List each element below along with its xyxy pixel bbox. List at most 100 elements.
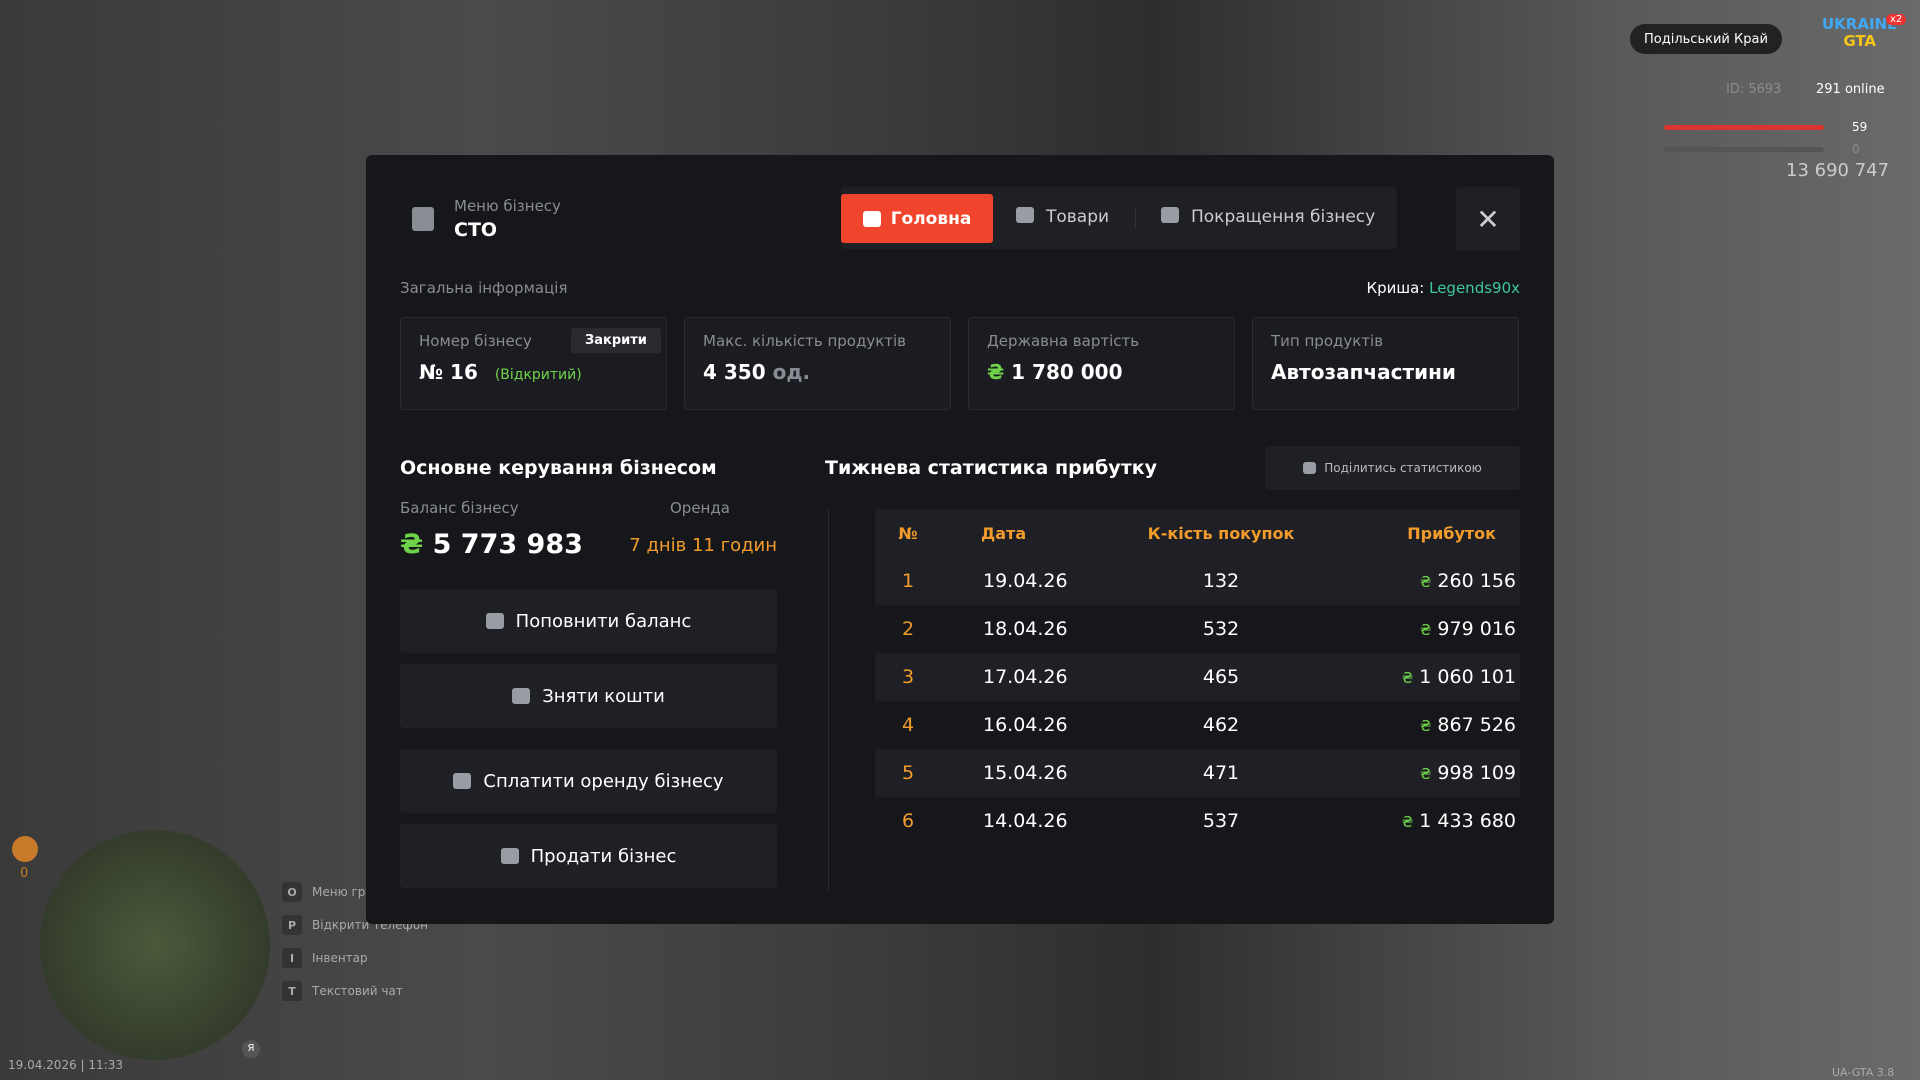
tab-label: Покращення бізнесу [1191, 207, 1376, 227]
card-value: 4 350 [703, 360, 766, 384]
card-label: Тип продуктів [1271, 332, 1384, 350]
table-header: № Дата К-кість покупок Прибуток [875, 509, 1520, 557]
health: 59 [1852, 120, 1868, 134]
currency: ₴ [1401, 669, 1414, 687]
card-label: Державна вартість [987, 332, 1140, 350]
owner: Legends90x [1429, 279, 1520, 297]
cell-date: 14.04.26 [983, 810, 1068, 832]
hint-label: Інвентар [312, 951, 368, 965]
cell-index: 6 [901, 810, 915, 832]
balance-row: ₴ 5 773 983 [400, 529, 583, 560]
balance-label: Баланс бізнесу [400, 499, 519, 517]
cell-index: 4 [901, 714, 915, 736]
hint: I Інвентар [282, 948, 368, 968]
share-label: Поділитись статистикою [1324, 461, 1482, 475]
minimap [40, 830, 270, 1060]
tab-bar: Головна Товари Покращення бізнесу [841, 187, 1397, 249]
control-title: Основне керування бізнесом [400, 457, 717, 479]
card-value: № 16 [419, 360, 478, 384]
profit: 260 156 [1437, 570, 1516, 592]
cell-index: 5 [901, 762, 915, 784]
tab[interactable]: Покращення бізнесу [1161, 207, 1375, 227]
header-cell: К-кість покупок [1147, 523, 1295, 543]
hint-label: Текстовий чат [312, 984, 403, 998]
table-row: 1 19.04.26 132 ₴ 260 156 [875, 557, 1520, 605]
table-row: 6 14.04.26 537 ₴ 1 433 680 [875, 797, 1520, 845]
action-button[interactable]: Зняти кошти [400, 664, 777, 728]
armor: 0 [1852, 142, 1860, 156]
cell-purchases: 462 [1202, 714, 1240, 736]
online: 291 online [1816, 82, 1885, 97]
button-label: Продати бізнес [530, 845, 677, 867]
cell-purchases: 465 [1202, 666, 1240, 688]
title: СТО [454, 219, 498, 241]
header-cell: Дата [981, 523, 1027, 543]
hint-key: T [282, 981, 302, 1001]
card: Макс. кількість продуктів 4 350 од. [684, 317, 951, 410]
cell-profit: ₴ 998 109 [1321, 762, 1520, 784]
currency: ₴ [1419, 621, 1432, 639]
header-cell: Прибуток [1407, 523, 1496, 543]
rent: 7 днів 11 годин [629, 535, 777, 556]
currency: ₴ [1419, 573, 1432, 591]
close-button[interactable]: ✕ [1456, 187, 1520, 251]
player-id: ID: 5693 [1726, 82, 1782, 97]
armor-bar [1664, 147, 1824, 152]
subtitle: Меню бізнесу [454, 197, 561, 215]
profit: 867 526 [1437, 714, 1516, 736]
tab-divider [1135, 209, 1136, 229]
map-counter: 0 [20, 866, 29, 881]
card-value-row: ₴ 1 780 000 [987, 360, 1216, 384]
logo-top: UKRAINE [1822, 15, 1898, 33]
action-button[interactable]: Сплатити оренду бізнесу [400, 749, 777, 813]
cell-profit: ₴ 1 433 680 [1321, 810, 1520, 832]
health-bar [1664, 125, 1824, 130]
tab-label: Товари [1046, 207, 1110, 227]
card-label: Номер бізнесу [419, 332, 532, 350]
cell-purchases: 132 [1202, 570, 1240, 592]
profit: 979 016 [1437, 618, 1516, 640]
stats-title: Тижнева статистика прибутку [825, 457, 1157, 479]
table-row: 4 16.04.26 462 ₴ 867 526 [875, 701, 1520, 749]
tab[interactable]: Товари [1016, 207, 1109, 227]
card-value: Автозапчастини [1271, 360, 1456, 384]
card-label: Макс. кількість продуктів [703, 332, 907, 350]
unit: од. [772, 360, 811, 384]
stats-table: № Дата К-кість покупок Прибуток 1 19.04.2… [875, 509, 1520, 845]
card: Державна вартість ₴ 1 780 000 [968, 317, 1235, 410]
card: Номер бізнесу Закрити № 16 (Відкритий) [400, 317, 667, 410]
card-value-row: 4 350 од. [703, 360, 932, 384]
server: Подільський Край [1644, 31, 1768, 47]
profit: 1 060 101 [1419, 666, 1516, 688]
card-value-row: № 16 (Відкритий) [419, 360, 648, 384]
cell-date: 15.04.26 [983, 762, 1068, 784]
date: 19.04.2026 | 11:33 [8, 1058, 123, 1072]
cell-purchases: 532 [1202, 618, 1240, 640]
divider [828, 509, 829, 891]
card-value: 1 780 000 [1011, 360, 1123, 384]
logo-bottom: GTA [1843, 32, 1877, 50]
action-button[interactable]: Поповнити баланс [400, 589, 777, 653]
share-button[interactable]: Поділитись статистикою [1265, 446, 1520, 490]
business-modal: Меню бізнесу СТО Головна Товари Покращен… [366, 155, 1554, 924]
table-row: 2 18.04.26 532 ₴ 979 016 [875, 605, 1520, 653]
status: (Відкритий) [494, 367, 582, 383]
cell-index: 3 [901, 666, 915, 688]
business-icon [412, 207, 434, 231]
cell-profit: ₴ 979 016 [1321, 618, 1520, 640]
action-button[interactable]: Продати бізнес [400, 824, 777, 888]
close-business-button[interactable]: Закрити [571, 328, 661, 353]
hint-key: I [282, 948, 302, 968]
header-cell: № [898, 523, 918, 543]
section-title: Загальна інформація [400, 279, 568, 297]
profit: 998 109 [1437, 762, 1516, 784]
cell-date: 18.04.26 [983, 618, 1068, 640]
cell-index: 2 [901, 618, 915, 640]
map-badge: Я [242, 1040, 260, 1058]
rent-label: Оренда [670, 499, 730, 517]
tab[interactable]: Головна [841, 194, 993, 243]
card: Тип продуктів Автозапчастини [1252, 317, 1519, 410]
cell-profit: ₴ 1 060 101 [1321, 666, 1520, 688]
button-label: Зняти кошти [542, 685, 665, 707]
